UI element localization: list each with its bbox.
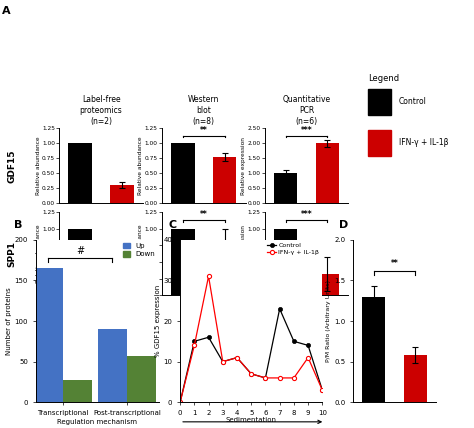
Bar — [98, 329, 127, 402]
Text: **: ** — [200, 126, 208, 135]
Text: A: A — [2, 6, 11, 16]
IFN-γ + IL-1β — [319, 388, 325, 393]
IFN-γ + IL-1β — [305, 355, 311, 360]
Text: IFN-γ + IL-1β: IFN-γ + IL-1β — [399, 138, 448, 148]
Y-axis label: Relative abundance: Relative abundance — [138, 137, 143, 195]
Control — [220, 359, 226, 364]
Bar — [127, 356, 156, 402]
IFN-γ + IL-1β — [234, 355, 240, 360]
IFN-γ + IL-1β — [248, 372, 254, 377]
Text: SPP1: SPP1 — [8, 241, 16, 267]
Bar — [110, 267, 134, 295]
Bar — [68, 229, 92, 295]
Text: #: # — [76, 246, 84, 256]
Title: Western
blot
(n=8): Western blot (n=8) — [188, 95, 219, 126]
Text: C: C — [168, 220, 176, 230]
Title: Quantitative
PCR
(n=6): Quantitative PCR (n=6) — [283, 95, 330, 126]
Y-axis label: Relative expression: Relative expression — [241, 137, 246, 195]
Control — [234, 355, 240, 360]
Text: D: D — [339, 220, 348, 230]
Bar — [316, 143, 339, 203]
Text: Legend: Legend — [368, 74, 399, 83]
Legend: Up, Down: Up, Down — [123, 243, 155, 257]
Bar — [368, 130, 392, 156]
Control — [263, 375, 268, 380]
X-axis label: Sedimentation: Sedimentation — [226, 417, 277, 423]
Text: Control: Control — [399, 97, 427, 107]
Bar — [368, 89, 392, 115]
Bar — [213, 157, 237, 203]
Bar — [63, 380, 92, 402]
Line: IFN-γ + IL-1β: IFN-γ + IL-1β — [178, 274, 324, 404]
Bar — [274, 173, 297, 203]
Y-axis label: % GDF15 expression: % GDF15 expression — [155, 285, 161, 357]
Bar — [171, 229, 195, 295]
Control — [177, 400, 183, 405]
Title: Label-free
proteomics
(n=2): Label-free proteomics (n=2) — [80, 95, 122, 126]
Bar — [110, 185, 134, 203]
Control — [305, 343, 311, 348]
Bar — [316, 274, 339, 295]
Control — [248, 372, 254, 377]
IFN-γ + IL-1β — [191, 343, 197, 348]
Text: ***: *** — [301, 211, 312, 220]
IFN-γ + IL-1β — [277, 375, 283, 380]
Bar — [68, 143, 92, 203]
IFN-γ + IL-1β — [220, 359, 226, 364]
Legend: Control, IFN-γ + IL-1β: Control, IFN-γ + IL-1β — [267, 243, 319, 256]
Control — [206, 335, 211, 340]
IFN-γ + IL-1β — [177, 400, 183, 405]
Bar — [171, 143, 195, 203]
Text: **: ** — [391, 259, 399, 268]
Bar — [213, 241, 237, 295]
Y-axis label: Relative expression: Relative expression — [241, 225, 246, 282]
Text: GDF15: GDF15 — [8, 149, 16, 183]
Bar — [404, 355, 427, 402]
Y-axis label: Relative abundance: Relative abundance — [36, 224, 41, 283]
Bar — [362, 297, 385, 402]
Text: ***: *** — [301, 126, 312, 135]
Bar — [34, 268, 63, 402]
Bar — [274, 229, 297, 295]
Text: **: ** — [200, 211, 208, 220]
IFN-γ + IL-1β — [206, 274, 211, 279]
Y-axis label: P/M Ratio (Arbitrary Units): P/M Ratio (Arbitrary Units) — [327, 280, 331, 362]
Control — [291, 339, 297, 344]
Y-axis label: Number of proteins: Number of proteins — [6, 287, 12, 355]
Line: Control: Control — [178, 307, 324, 404]
Control — [191, 339, 197, 344]
X-axis label: Regulation mechanism: Regulation mechanism — [57, 419, 137, 425]
Control — [319, 388, 325, 393]
Control — [277, 306, 283, 312]
Y-axis label: Relative abundance: Relative abundance — [138, 224, 143, 283]
IFN-γ + IL-1β — [291, 375, 297, 380]
Y-axis label: Relative abundance: Relative abundance — [36, 137, 41, 195]
IFN-γ + IL-1β — [263, 375, 268, 380]
Text: B: B — [14, 220, 23, 230]
